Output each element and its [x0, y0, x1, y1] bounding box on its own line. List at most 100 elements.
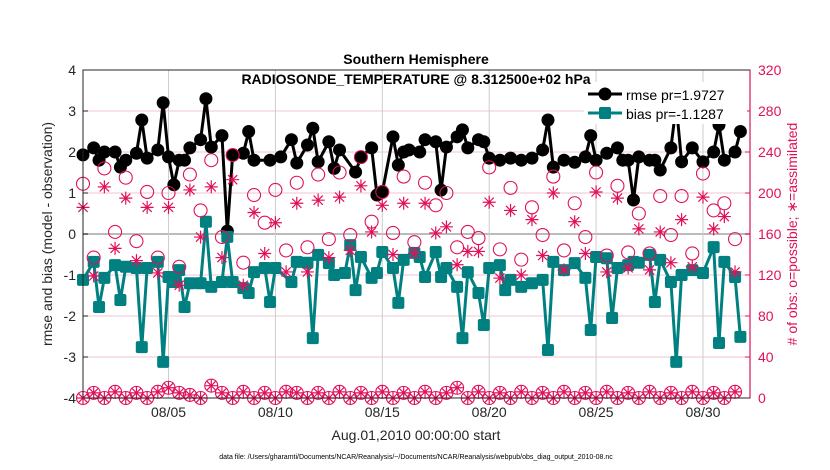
bias-point [151, 255, 164, 268]
obs-possible-point [482, 160, 497, 175]
bias-point [264, 296, 277, 309]
obs-assimilated-point [108, 385, 122, 399]
rmse-point [610, 141, 624, 155]
obs-assimilated-point [675, 213, 689, 227]
obs-assimilated-point [365, 225, 379, 239]
bias-point [338, 266, 351, 279]
obs-possible-point [653, 189, 668, 204]
obs-assimilated-point [439, 220, 453, 234]
bias-point [269, 262, 282, 275]
obs-assimilated-point [685, 385, 699, 399]
obs-possible-point [182, 167, 197, 182]
obs-assimilated-point [215, 386, 229, 400]
obs-assimilated-point [450, 381, 464, 395]
obs-assimilated-point [183, 388, 197, 402]
rmse-point [156, 96, 170, 110]
y-axis-right-label: # of obs: o=possible; ∗=assimilated [784, 123, 800, 346]
rmse-point [119, 153, 133, 167]
rmse-point [300, 138, 314, 152]
obs-assimilated-point [258, 246, 272, 260]
obs-assimilated-point [300, 265, 314, 279]
rmse-point [167, 178, 181, 192]
obs-possible-point [225, 148, 240, 163]
obs-assimilated-point [632, 222, 646, 236]
legend-bias-label: bias pr=-1.1287 [626, 106, 724, 122]
obs-possible-point [492, 242, 507, 257]
obs-assimilated-point [226, 173, 240, 187]
obs-assimilated-point [290, 196, 304, 210]
bias-point [221, 230, 234, 243]
bias-point [215, 275, 228, 288]
obs-possible-point [118, 170, 133, 185]
rmse-point [215, 129, 229, 143]
bias-point [472, 287, 485, 300]
obs-possible-point [161, 185, 176, 201]
obs-possible-point [503, 180, 518, 195]
x-tick-label: 08/20 [472, 404, 507, 420]
rmse-point [375, 185, 389, 199]
obs-possible-point [236, 255, 251, 270]
left-tick-label: 0 [68, 226, 76, 242]
bias-point [93, 300, 106, 313]
obs-assimilated-point [643, 385, 657, 399]
bias-point [440, 262, 453, 275]
obs-possible-point [439, 185, 454, 201]
obs-assimilated-point [728, 265, 742, 279]
x-tick-label: 08/10 [258, 404, 293, 420]
right-tick-label: 320 [758, 62, 782, 78]
bias-point [584, 323, 597, 336]
obs-assimilated-point [568, 215, 582, 229]
obs-assimilated-point [279, 385, 293, 399]
bias-point [199, 215, 212, 228]
bias-point [648, 296, 661, 309]
obs-possible-point [268, 182, 283, 197]
obs-possible-point [663, 227, 678, 243]
bias-point [178, 300, 191, 313]
obs-assimilated-point [119, 191, 133, 205]
rmse-point [455, 123, 469, 137]
bias-point [386, 262, 399, 275]
bias-point [130, 262, 143, 275]
rmse-point [589, 153, 603, 167]
bias-point [226, 275, 239, 288]
rmse-point [461, 141, 475, 155]
obs-assimilated-point [151, 266, 165, 280]
obs-assimilated-point [514, 268, 528, 282]
bias-point [483, 262, 496, 275]
y-axis-left-label: rmse and bias (model - observation) [39, 122, 55, 346]
bias-point [707, 241, 720, 254]
rmse-point [226, 148, 240, 162]
bias-point [397, 253, 410, 266]
rmse-point [653, 163, 667, 177]
left-tick-label: 2 [68, 144, 76, 160]
obs-assimilated-point [333, 385, 347, 399]
rmse-point [717, 153, 731, 167]
bias-point [499, 284, 512, 297]
rmse-point [493, 153, 507, 167]
rmse-point [183, 141, 197, 155]
obs-assimilated-point [717, 210, 731, 224]
obs-possible-point [642, 246, 657, 261]
rmse-point [626, 193, 640, 207]
rmse-point [707, 145, 721, 159]
bias-point [392, 296, 405, 309]
bias-point [248, 266, 261, 279]
obs-assimilated-point [129, 386, 143, 400]
obs-assimilated-point [471, 385, 485, 399]
obs-possible-point [556, 243, 572, 258]
rmse-point [584, 129, 598, 143]
obs-possible-point [289, 175, 304, 190]
obs-possible-point [674, 189, 689, 204]
obs-possible-point [172, 259, 187, 274]
rmse-point [391, 158, 405, 172]
bias-point [664, 275, 677, 288]
bias-point [306, 332, 319, 345]
obs-assimilated-point [685, 260, 699, 274]
rmse-point [600, 146, 614, 160]
obs-assimilated-point [600, 265, 614, 279]
bias-point [590, 250, 603, 263]
rmse-point [178, 153, 192, 167]
obs-assimilated-point [172, 386, 186, 400]
x-tick-label: 08/15 [365, 404, 400, 420]
rmse-point [429, 135, 443, 149]
